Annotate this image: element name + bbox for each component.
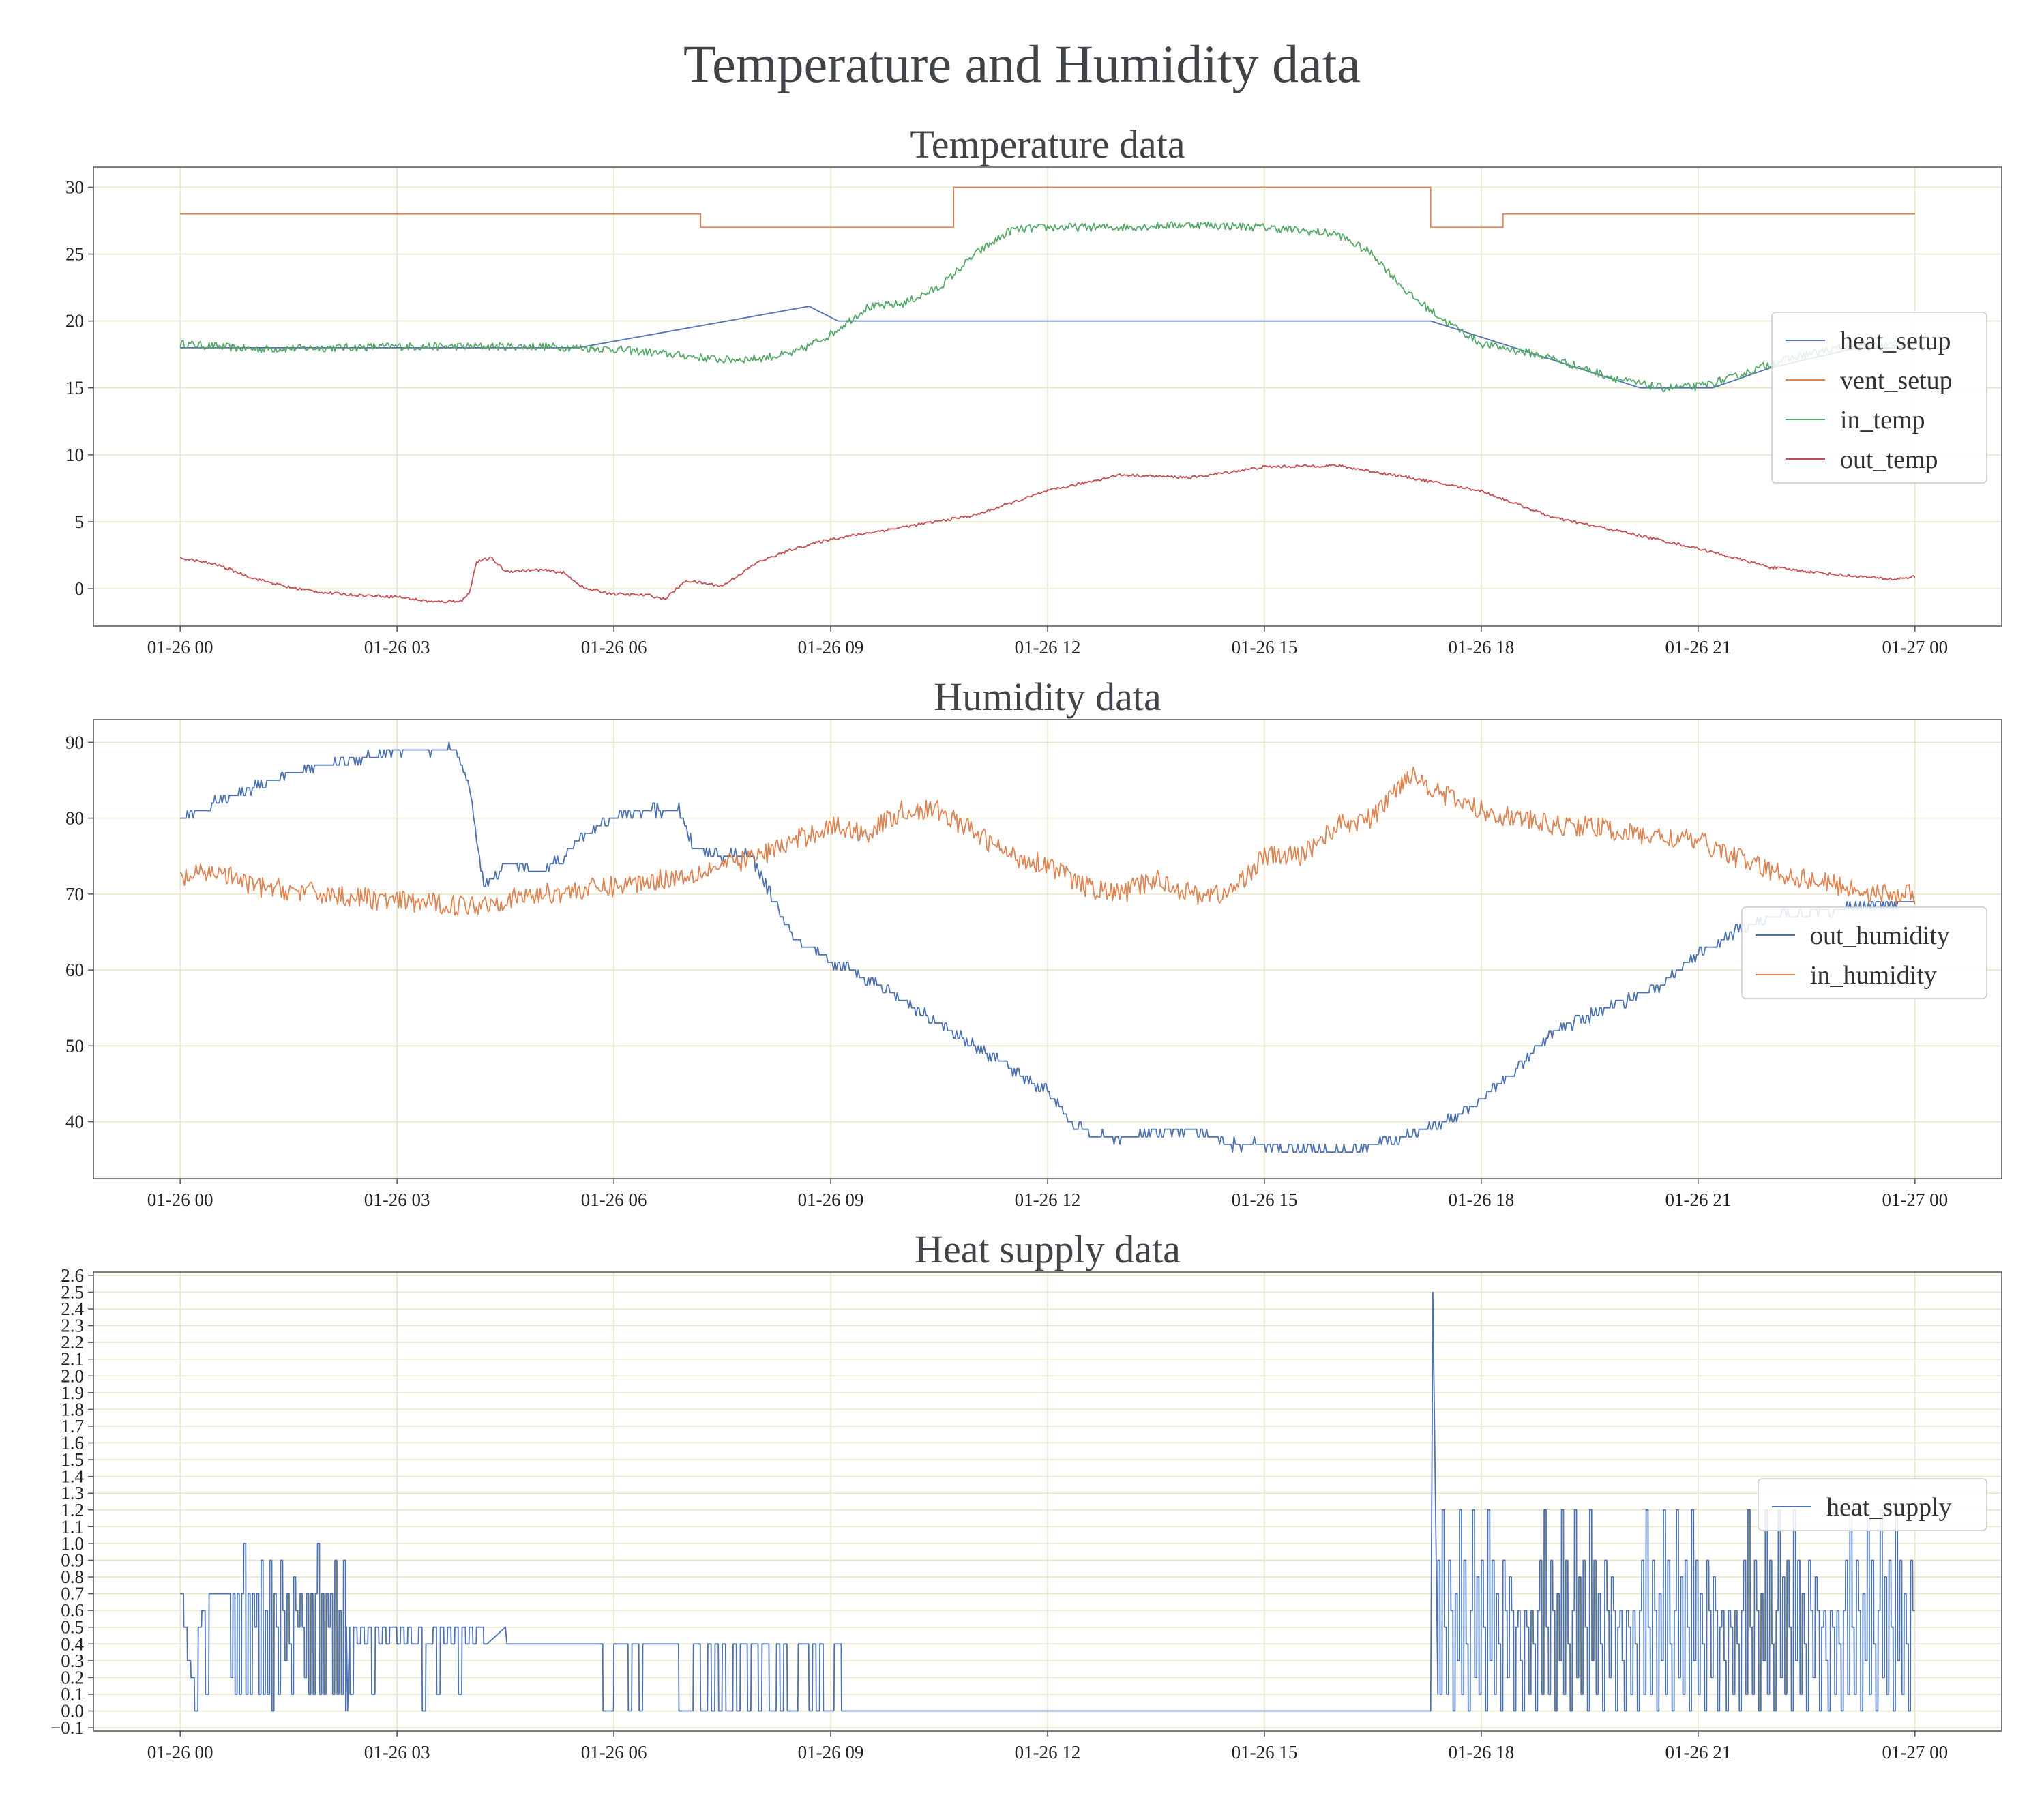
y-tick-label: 5 bbox=[75, 512, 85, 532]
figure-title: Temperature and Humidity data bbox=[683, 34, 1361, 93]
y-tick-label: 1.0 bbox=[61, 1533, 84, 1554]
y-tick-label: 2.2 bbox=[61, 1332, 84, 1353]
y-tick-label: −0.1 bbox=[50, 1717, 84, 1738]
x-tick-label: 01-26 18 bbox=[1449, 1742, 1515, 1762]
y-tick-label: 0 bbox=[75, 578, 85, 599]
y-tick-label: 1.9 bbox=[61, 1383, 84, 1403]
x-tick-label: 01-26 21 bbox=[1665, 1190, 1731, 1210]
y-tick-label: 1.7 bbox=[61, 1416, 84, 1436]
x-tick-label: 01-26 18 bbox=[1449, 637, 1515, 658]
series-line-in_temp bbox=[179, 221, 1915, 393]
y-tick-label: 2.4 bbox=[61, 1299, 84, 1319]
y-tick-label: 0.4 bbox=[61, 1634, 84, 1654]
x-tick-label: 01-26 00 bbox=[147, 1190, 213, 1210]
y-tick-label: 0.2 bbox=[61, 1667, 84, 1687]
legend-label-vent_setup: vent_setup bbox=[1840, 366, 1953, 395]
y-tick-label: 80 bbox=[65, 808, 84, 829]
y-tick-label: 2.5 bbox=[61, 1282, 84, 1302]
x-tick-label: 01-26 03 bbox=[364, 1742, 430, 1762]
legend-label-out_temp: out_temp bbox=[1840, 445, 1938, 474]
legend-label-heat_setup: heat_setup bbox=[1840, 327, 1951, 355]
x-tick-label: 01-26 12 bbox=[1015, 637, 1081, 658]
x-tick-label: 01-26 18 bbox=[1449, 1190, 1515, 1210]
y-tick-label: 1.6 bbox=[61, 1433, 84, 1453]
legend-label-in_temp: in_temp bbox=[1840, 406, 1925, 434]
y-tick-label: 0.8 bbox=[61, 1567, 84, 1587]
y-tick-label: 70 bbox=[65, 884, 84, 904]
y-tick-label: 30 bbox=[65, 177, 84, 197]
y-tick-label: 0.9 bbox=[61, 1550, 84, 1570]
chart-panel-3: Heat supply data 01-26 00 01-26 03 01-26 06… bbox=[50, 1227, 2002, 1762]
chart-title: Heat supply data bbox=[915, 1227, 1181, 1271]
legend: heat_supply bbox=[1758, 1478, 1987, 1531]
x-tick-label: 01-26 09 bbox=[798, 637, 864, 658]
x-tick-label: 01-26 00 bbox=[147, 1742, 213, 1762]
legend-box bbox=[1758, 1478, 1987, 1531]
y-tick-label: 25 bbox=[65, 244, 84, 265]
chart-title: Humidity data bbox=[934, 675, 1161, 719]
y-tick-label: 2.0 bbox=[61, 1365, 84, 1386]
chart-title: Temperature data bbox=[910, 122, 1185, 166]
chart-panel-1: Temperature data 01-26 00 01-26 03 01-26 06… bbox=[65, 122, 2002, 658]
x-tick-label: 01-26 06 bbox=[581, 1190, 647, 1210]
series-line-in_humidity bbox=[179, 766, 1916, 916]
x-tick-label: 01-26 21 bbox=[1665, 1742, 1731, 1762]
y-tick-label: 1.2 bbox=[61, 1500, 84, 1520]
y-tick-label: 2.6 bbox=[61, 1265, 84, 1286]
legend-label-out_humidity: out_humidity bbox=[1810, 921, 1950, 950]
x-tick-label: 01-26 06 bbox=[581, 1742, 647, 1762]
y-tick-label: 60 bbox=[65, 960, 84, 980]
legend-box bbox=[1771, 312, 1987, 484]
x-tick-label: 01-26 09 bbox=[798, 1742, 864, 1762]
legend: out_humidity in_humidity bbox=[1741, 906, 1987, 999]
legend: heat_setup vent_setup in_temp out_temp bbox=[1771, 312, 1987, 484]
x-tick-label: 01-26 00 bbox=[147, 637, 213, 658]
chart-panel-2: Humidity data 01-26 00 01-26 03 01-26 06 01-… bbox=[65, 675, 2002, 1210]
y-tick-label: 0.0 bbox=[61, 1701, 84, 1722]
legend-box bbox=[1741, 906, 1987, 999]
y-tick-label: 0.6 bbox=[61, 1600, 84, 1621]
y-tick-label: 1.4 bbox=[61, 1466, 84, 1487]
y-tick-label: 0.5 bbox=[61, 1617, 84, 1638]
x-tick-label: 01-26 21 bbox=[1665, 637, 1731, 658]
y-tick-label: 1.1 bbox=[61, 1516, 84, 1537]
y-tick-label: 50 bbox=[65, 1035, 84, 1056]
x-tick-label: 01-26 15 bbox=[1232, 637, 1298, 658]
y-tick-label: 10 bbox=[65, 445, 84, 465]
series-line-vent_setup bbox=[180, 186, 1915, 228]
x-tick-label: 01-26 12 bbox=[1015, 1190, 1081, 1210]
y-tick-label: 20 bbox=[65, 311, 84, 331]
x-tick-label: 01-26 06 bbox=[581, 637, 647, 658]
y-tick-label: 2.1 bbox=[61, 1349, 84, 1370]
y-tick-label: 1.8 bbox=[61, 1399, 84, 1419]
x-tick-label: 01-26 15 bbox=[1232, 1742, 1298, 1762]
y-tick-label: 15 bbox=[65, 378, 84, 398]
x-tick-label: 01-26 03 bbox=[364, 1190, 430, 1210]
series-line-out_humidity bbox=[180, 741, 1915, 1153]
x-tick-label: 01-27 00 bbox=[1882, 637, 1948, 658]
x-tick-label: 01-26 12 bbox=[1015, 1742, 1081, 1762]
y-tick-label: 0.7 bbox=[61, 1584, 84, 1604]
series-line-out_temp bbox=[179, 464, 1916, 604]
y-tick-label: 0.1 bbox=[61, 1684, 84, 1704]
y-tick-label: 1.5 bbox=[61, 1449, 84, 1470]
x-tick-label: 01-26 15 bbox=[1232, 1190, 1298, 1210]
y-tick-label: 2.3 bbox=[61, 1316, 84, 1336]
x-tick-label: 01-26 09 bbox=[798, 1190, 864, 1210]
legend-label-heat_supply: heat_supply bbox=[1826, 1493, 1952, 1522]
x-tick-label: 01-26 03 bbox=[364, 637, 430, 658]
legend-label-in_humidity: in_humidity bbox=[1810, 961, 1937, 990]
y-tick-label: 90 bbox=[65, 732, 84, 752]
y-tick-label: 1.3 bbox=[61, 1483, 84, 1503]
y-tick-label: 0.3 bbox=[61, 1651, 84, 1671]
series-line-heat_supply bbox=[180, 1291, 1915, 1712]
x-tick-label: 01-27 00 bbox=[1882, 1742, 1948, 1762]
y-tick-label: 40 bbox=[65, 1112, 84, 1132]
x-tick-label: 01-27 00 bbox=[1882, 1190, 1948, 1210]
